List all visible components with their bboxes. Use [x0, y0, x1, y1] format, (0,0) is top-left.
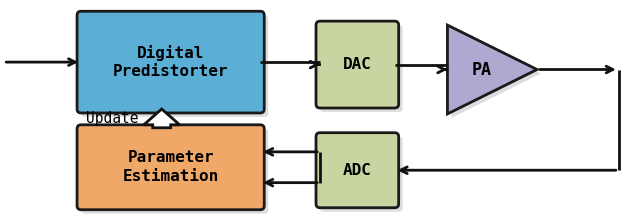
FancyArrow shape [144, 109, 180, 128]
FancyBboxPatch shape [81, 129, 268, 214]
Text: DAC: DAC [343, 57, 372, 72]
Text: Update: Update [86, 111, 139, 126]
FancyBboxPatch shape [320, 25, 403, 112]
Polygon shape [447, 25, 537, 114]
Polygon shape [451, 29, 541, 118]
FancyBboxPatch shape [316, 21, 399, 108]
FancyBboxPatch shape [77, 11, 264, 113]
FancyBboxPatch shape [77, 125, 264, 210]
Text: Digital
Predistorter: Digital Predistorter [113, 45, 228, 79]
Text: Parameter
Estimation: Parameter Estimation [122, 150, 219, 184]
FancyBboxPatch shape [320, 137, 403, 212]
FancyBboxPatch shape [81, 15, 268, 117]
Text: PA: PA [472, 60, 492, 79]
FancyBboxPatch shape [316, 133, 399, 208]
Text: ADC: ADC [343, 163, 372, 178]
